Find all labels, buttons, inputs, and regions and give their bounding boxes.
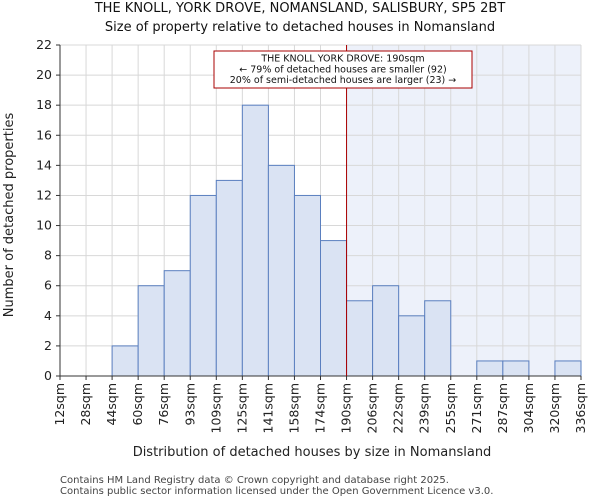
x-tick-label: 158sqm (286, 383, 301, 433)
chart-title: THE KNOLL, YORK DROVE, NOMANSLAND, SALIS… (94, 1, 506, 16)
x-tick-label: 304sqm (521, 383, 536, 433)
bar (554, 360, 582, 377)
y-tick-label: 10 (36, 218, 52, 233)
x-tick-label: 28sqm (78, 383, 93, 426)
bar (424, 300, 452, 377)
y-tick-label: 0 (44, 368, 52, 383)
annotation-line: THE KNOLL YORK DROVE: 190sqm (260, 54, 424, 65)
y-tick-label: 16 (36, 127, 52, 142)
x-tick-label: 287sqm (495, 383, 510, 433)
bar (137, 285, 165, 377)
x-tick-label: 320sqm (547, 383, 562, 433)
x-tick-label: 60sqm (130, 383, 145, 426)
x-tick-label: 141sqm (260, 383, 275, 433)
y-tick-label: 8 (44, 248, 52, 263)
bar (189, 194, 217, 377)
bar (293, 194, 322, 377)
x-tick-label: 271sqm (469, 383, 484, 433)
x-tick-label: 255sqm (443, 383, 458, 433)
annotation-line: ← 79% of detached houses are smaller (92… (239, 64, 446, 75)
annotation-box (213, 50, 473, 89)
x-tick-label: 222sqm (391, 383, 406, 433)
x-tick-label: 125sqm (234, 383, 249, 433)
x-tick-label: 12sqm (52, 383, 67, 426)
y-tick-label: 4 (44, 308, 52, 323)
bar (111, 345, 139, 377)
y-axis-label: Number of detached properties (2, 113, 17, 318)
y-tick-label: 22 (36, 37, 52, 52)
y-tick-label: 20 (36, 67, 52, 82)
y-tick-label: 18 (36, 97, 52, 112)
bar (372, 285, 400, 377)
bar (476, 360, 504, 377)
bar (346, 300, 374, 377)
bar (215, 179, 243, 377)
x-tick-label: 190sqm (339, 383, 354, 433)
y-tick-label: 14 (36, 157, 52, 172)
bar (502, 360, 530, 377)
y-tick-label: 2 (44, 338, 52, 353)
x-tick-label: 336sqm (573, 383, 588, 433)
x-tick-label: 109sqm (208, 383, 223, 433)
y-tick-label: 12 (36, 187, 52, 202)
chart-subtitle: Size of property relative to detached ho… (105, 20, 495, 35)
footer-line-2: Contains public sector information licen… (60, 486, 493, 497)
bar (267, 164, 295, 377)
x-tick-label: 93sqm (182, 383, 197, 426)
x-tick-label: 206sqm (365, 383, 380, 433)
plot-area: 0 2 4 6 8 10 12 14 16 18 20 22 12sqm 28sqm 44sqm 60sqm 7… (36, 37, 588, 433)
x-tick-label: 44sqm (104, 383, 119, 426)
bar (163, 270, 191, 377)
bar (398, 315, 426, 377)
x-tick-label: 174sqm (313, 383, 328, 433)
bar (241, 104, 269, 377)
bar (320, 240, 348, 377)
x-tick-label: 76sqm (156, 383, 171, 426)
x-tick-label: 239sqm (417, 383, 432, 433)
y-tick-label: 6 (44, 278, 52, 293)
annotation-line: 20% of semi-detached houses are larger (… (230, 75, 457, 86)
footer-line-1: Contains HM Land Registry data © Crown c… (60, 475, 449, 486)
x-axis-label: Distribution of detached houses by size … (133, 445, 492, 460)
